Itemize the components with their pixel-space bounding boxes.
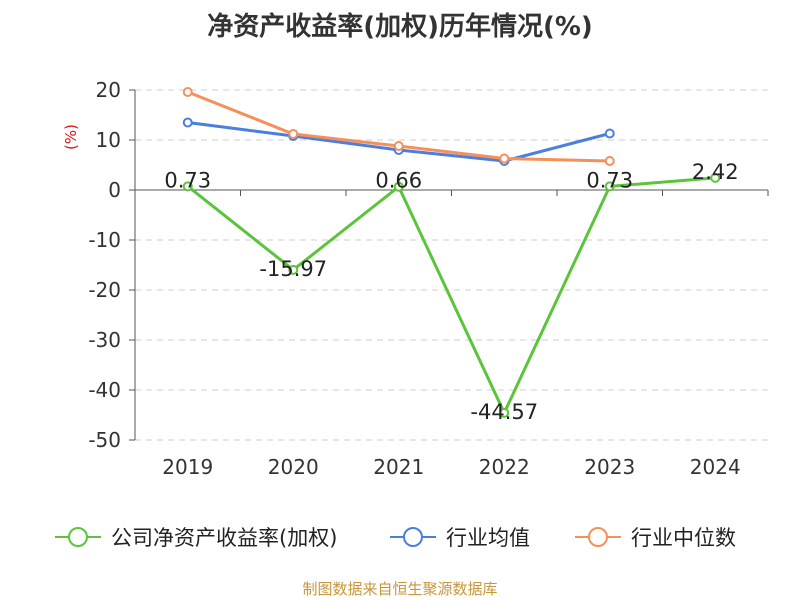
- x-tick-label: 2021: [373, 455, 424, 479]
- series-line: [186, 176, 716, 415]
- chart-title: 净资产收益率(加权)历年情况(%): [207, 12, 593, 42]
- y-tick-label: -40: [88, 378, 121, 402]
- data-label: 0.66: [375, 169, 422, 193]
- data-point: [393, 181, 404, 192]
- x-tick-label: 2020: [268, 455, 319, 479]
- data-point: [288, 264, 299, 275]
- data-label: 0.73: [586, 168, 633, 192]
- x-tick-label: 2024: [690, 455, 741, 479]
- data-point: [182, 117, 193, 128]
- data-point: [604, 128, 615, 139]
- data-point: [288, 129, 299, 139]
- y-tick-label: -30: [88, 328, 121, 352]
- data-point: [499, 407, 510, 418]
- legend-label: 行业中位数: [631, 526, 736, 550]
- legend-marker: [588, 527, 608, 547]
- y-tick-label: -50: [88, 428, 121, 452]
- legend-label: 行业均值: [446, 526, 530, 550]
- x-tick-label: 2019: [162, 455, 213, 479]
- y-tick-label: 0: [108, 178, 121, 202]
- data-label: -44.57: [470, 400, 538, 424]
- x-tick-label: 2022: [479, 455, 530, 479]
- data-label: -15.97: [259, 257, 327, 281]
- y-tick-label: -10: [88, 228, 121, 252]
- data-label: 0.73: [164, 168, 211, 192]
- data-point: [710, 172, 721, 183]
- legend-label: 公司净资产收益率(加权): [111, 526, 337, 550]
- data-point: [182, 87, 193, 97]
- x-tick-label: 2023: [584, 455, 635, 479]
- data-label: 2.42: [692, 160, 739, 184]
- source-note: 制图数据来自恒生聚源数据库: [302, 580, 498, 598]
- data-point: [499, 153, 510, 164]
- data-point: [604, 181, 615, 192]
- y-tick-label: 20: [96, 78, 121, 102]
- y-tick-label: 10: [96, 128, 121, 152]
- data-point: [604, 156, 615, 166]
- data-point: [393, 141, 404, 151]
- legend-marker: [68, 527, 88, 547]
- y-tick-label: -20: [88, 278, 121, 302]
- data-point: [182, 181, 193, 192]
- legend-marker: [403, 527, 423, 547]
